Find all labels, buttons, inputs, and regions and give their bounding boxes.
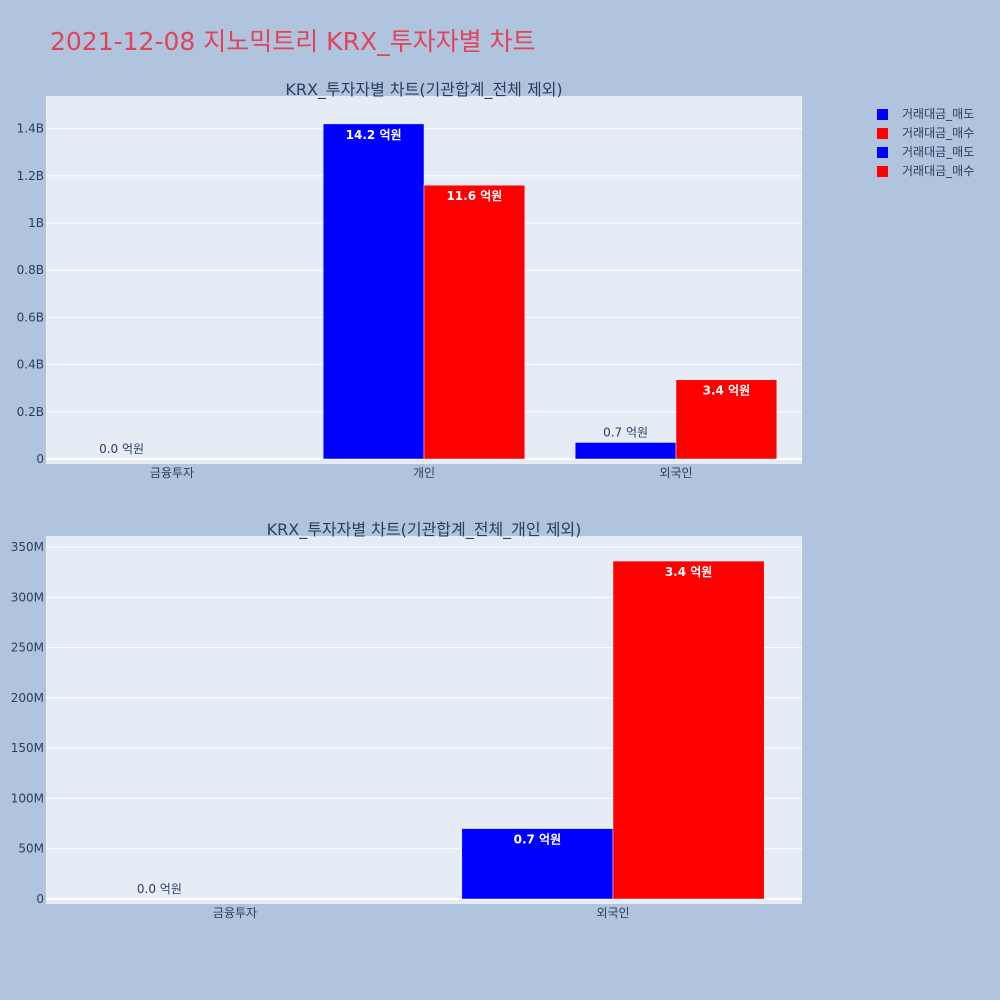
y-tick-label: 0 (36, 452, 44, 466)
legend-label[interactable]: 거래대금_매수 (902, 126, 974, 140)
legend-label[interactable]: 거래대금_매도 (902, 107, 974, 121)
y-tick-label: 0.4B (17, 358, 44, 372)
y-tick-label: 1.4B (17, 122, 44, 136)
y-tick-label: 0.6B (17, 310, 44, 324)
data-label: 11.6 억원 (446, 189, 502, 203)
x-tick-label: 금융투자 (213, 906, 257, 920)
bar-거래대금_매수 (675, 379, 778, 460)
data-label: 0.7 억원 (603, 425, 648, 439)
y-tick-label: 1.2B (17, 169, 44, 183)
y-tick-label: 200M (11, 691, 44, 705)
x-tick-label: 외국인 (596, 906, 629, 920)
data-label: 3.4 억원 (703, 384, 751, 398)
data-label: 3.4 억원 (665, 565, 713, 579)
y-tick-label: 0 (36, 892, 44, 906)
y-tick-label: 150M (11, 741, 44, 755)
data-label: 0.0 억원 (137, 882, 182, 896)
x-tick-label: 외국인 (659, 466, 692, 480)
data-label: 0.0 억원 (99, 442, 144, 456)
data-label: 14.2 억원 (346, 128, 402, 142)
y-tick-label: 1B (28, 216, 44, 230)
y-tick-label: 350M (11, 540, 44, 554)
chart-subtitle: KRX_투자자별 차트(기관합계_전체 제외) (285, 80, 562, 100)
bar-거래대금_매도 (574, 442, 677, 460)
chart-subtitle: KRX_투자자별 차트(기관합계_전체_개인 제외) (267, 520, 582, 540)
data-label: 0.7 억원 (514, 833, 562, 847)
legend-swatch[interactable] (877, 166, 888, 177)
chart-panel-1: 0 0.2B 0.4B 0.6B 0.8B 1B 1.2B 1.4B KRX_투자자별 차트(기… (17, 80, 802, 480)
y-tick-label: 250M (11, 641, 44, 655)
y-tick-label: 0.2B (17, 405, 44, 419)
chart-panel-2: 0 50M 100M 150M 200M 250M 300M 350M KRX_투자자별 차트(… (11, 520, 802, 920)
legend-label[interactable]: 거래대금_매도 (902, 145, 974, 159)
x-tick-label: 금융투자 (150, 466, 194, 480)
y-tick-label: 300M (11, 590, 44, 604)
y-tick-label: 0.8B (17, 263, 44, 277)
page-title: 2021-12-08 지노믹트리 KRX_투자자별 차트 (50, 27, 536, 56)
y-tick-label: 50M (18, 842, 44, 856)
legend-swatch[interactable] (877, 109, 888, 120)
legend-label[interactable]: 거래대금_매수 (902, 164, 974, 178)
y-tick-label: 100M (11, 791, 44, 805)
legend-swatch[interactable] (877, 147, 888, 158)
bar-거래대금_매도 (322, 123, 425, 460)
bar-거래대금_매수 (612, 560, 765, 900)
bar-거래대금_매도 (461, 828, 614, 900)
bar-거래대금_매수 (423, 184, 526, 460)
x-tick-label: 개인 (413, 466, 435, 480)
legend-swatch[interactable] (877, 128, 888, 139)
